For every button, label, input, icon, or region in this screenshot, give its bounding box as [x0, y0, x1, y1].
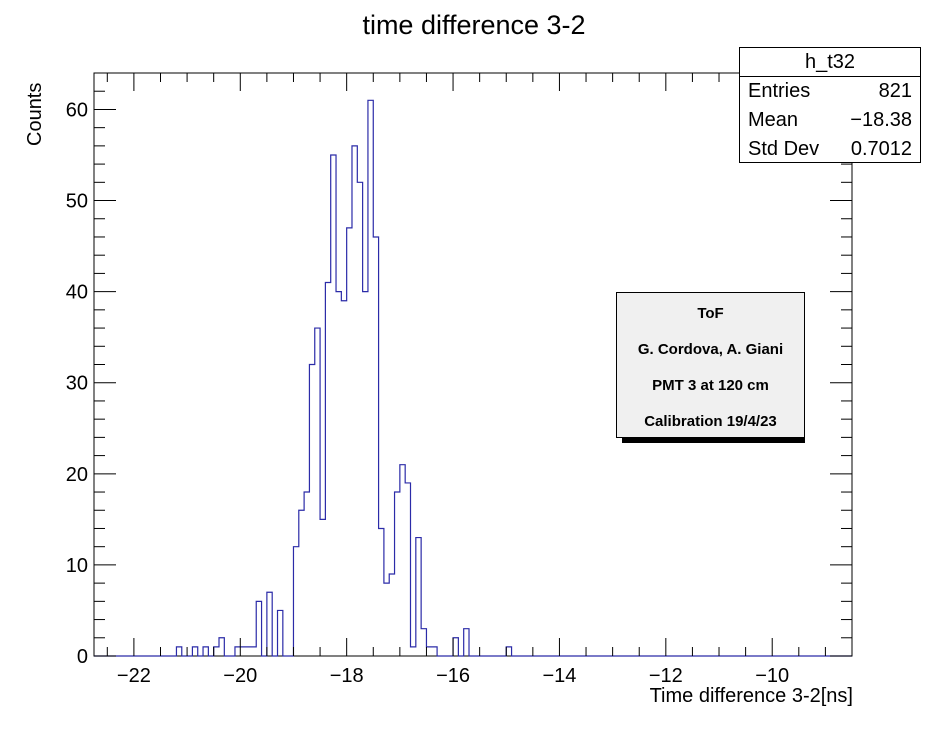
x-tick-label: −16: [436, 665, 470, 687]
y-tick-label: 60: [66, 99, 88, 121]
x-tick-label: −18: [330, 665, 364, 687]
y-tick-label: 0: [77, 646, 88, 668]
stats-label: Std Dev: [748, 138, 820, 160]
y-tick-label: 50: [66, 191, 88, 213]
x-tick-label: −12: [649, 665, 683, 687]
y-tick-label: 30: [66, 373, 88, 395]
stats-box: h_t32 Entries 821 Mean −18.38 Std Dev 0.…: [739, 47, 921, 163]
stats-box-title: h_t32: [740, 48, 920, 77]
note-line-date: Calibration 19/4/23: [644, 413, 777, 430]
note-line-setup: PMT 3 at 120 cm: [652, 377, 769, 394]
y-axis-ticks: 0 10 20 30 40 50 60: [66, 72, 852, 668]
x-tick-label: −10: [755, 665, 789, 687]
stats-row-mean: Mean −18.38: [740, 106, 920, 135]
stats-value: 821: [878, 80, 912, 102]
y-tick-label: 10: [66, 555, 88, 577]
chart-title: time difference 3-2: [362, 10, 586, 40]
y-axis-label: Counts: [24, 82, 46, 146]
histogram-series: [94, 99, 852, 657]
note-box: ToF G. Cordova, A. Giani PMT 3 at 120 cm…: [616, 292, 805, 438]
x-axis-ticks: −22 −20 −18 −16 −14 −12 −10: [106, 73, 853, 687]
x-axis-label: Time difference 3-2[ns]: [649, 685, 853, 707]
x-tick-label: −20: [223, 665, 257, 687]
stats-label: Entries: [748, 80, 811, 102]
stats-row-entries: Entries 821: [740, 77, 920, 106]
y-tick-label: 40: [66, 282, 88, 304]
x-tick-label: −22: [117, 665, 151, 687]
note-line-title: ToF: [697, 305, 724, 322]
stats-label: Mean: [748, 109, 799, 131]
stats-row-stddev: Std Dev 0.7012: [740, 135, 920, 164]
stats-value: −18.38: [850, 109, 912, 131]
histogram-outline: [94, 99, 852, 657]
stats-value: 0.7012: [850, 138, 912, 160]
x-tick-label: −14: [542, 665, 576, 687]
note-line-authors: G. Cordova, A. Giani: [637, 341, 784, 358]
y-tick-label: 20: [66, 464, 88, 486]
